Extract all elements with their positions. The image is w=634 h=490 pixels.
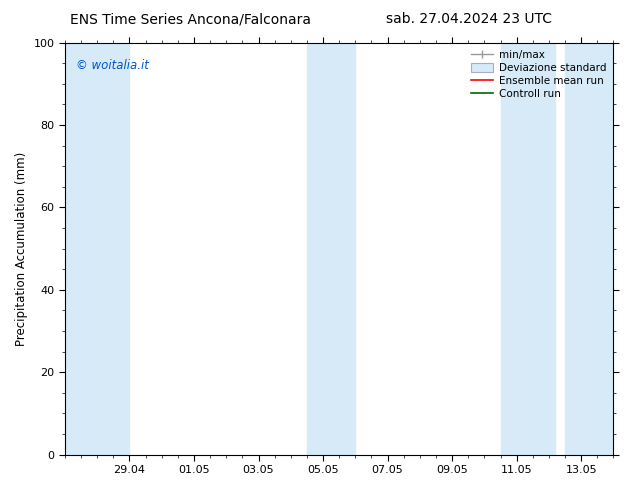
Text: © woitalia.it: © woitalia.it: [76, 59, 149, 72]
Bar: [65, 43, 129, 455]
Bar: [307, 43, 355, 455]
Text: ENS Time Series Ancona/Falconara: ENS Time Series Ancona/Falconara: [70, 12, 311, 26]
Bar: [500, 43, 555, 455]
Y-axis label: Precipitation Accumulation (mm): Precipitation Accumulation (mm): [15, 151, 28, 346]
Text: sab. 27.04.2024 23 UTC: sab. 27.04.2024 23 UTC: [386, 12, 552, 26]
Legend: min/max, Deviazione standard, Ensemble mean run, Controll run: min/max, Deviazione standard, Ensemble m…: [469, 48, 608, 101]
Bar: [565, 43, 614, 455]
